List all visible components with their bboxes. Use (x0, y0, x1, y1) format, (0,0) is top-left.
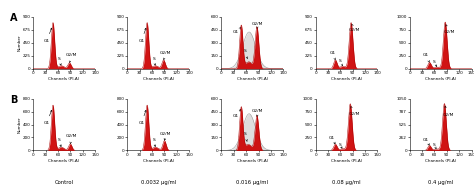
X-axis label: Channels (PI-A): Channels (PI-A) (331, 158, 362, 163)
Text: S: S (152, 58, 155, 65)
Text: G1: G1 (329, 136, 335, 144)
X-axis label: Channels (PI-A): Channels (PI-A) (237, 77, 268, 81)
Text: G1: G1 (423, 138, 429, 145)
Text: B: B (9, 95, 17, 105)
Text: S: S (57, 138, 61, 147)
Text: G1: G1 (423, 53, 429, 63)
Text: G2/M: G2/M (160, 51, 171, 60)
Text: S: S (338, 143, 342, 148)
X-axis label: Channels (PI-A): Channels (PI-A) (425, 77, 456, 81)
X-axis label: Channels (PI-A): Channels (PI-A) (48, 158, 80, 163)
Text: S: S (244, 49, 248, 59)
Text: G2/M: G2/M (443, 106, 454, 117)
X-axis label: Channels (PI-A): Channels (PI-A) (143, 77, 174, 81)
Text: G2/M: G2/M (348, 106, 360, 116)
Text: S: S (339, 59, 343, 66)
X-axis label: Channels (PI-A): Channels (PI-A) (425, 158, 456, 163)
Text: 0.016 μg/ml: 0.016 μg/ml (237, 180, 268, 185)
Text: Control: Control (55, 180, 73, 185)
Text: A: A (9, 13, 17, 23)
Text: 0.0032 μg/ml: 0.0032 μg/ml (141, 180, 176, 185)
Text: G1: G1 (330, 51, 336, 60)
Text: S: S (57, 58, 61, 65)
X-axis label: Channels (PI-A): Channels (PI-A) (237, 158, 268, 163)
Text: G1: G1 (43, 110, 52, 125)
Text: S: S (152, 138, 155, 147)
Text: G1: G1 (138, 110, 146, 125)
Text: G1: G1 (232, 109, 241, 118)
Text: G1: G1 (138, 28, 146, 43)
Text: G1: G1 (232, 28, 241, 34)
Text: G2/M: G2/M (160, 132, 172, 140)
Text: G2/M: G2/M (444, 25, 455, 34)
Text: G1: G1 (43, 28, 52, 43)
Text: G2/M: G2/M (66, 134, 77, 144)
Y-axis label: Number: Number (17, 116, 21, 133)
X-axis label: Channels (PI-A): Channels (PI-A) (143, 158, 174, 163)
Y-axis label: Number: Number (17, 34, 21, 51)
Text: G2/M: G2/M (252, 109, 264, 117)
X-axis label: Channels (PI-A): Channels (PI-A) (331, 77, 362, 81)
Text: 0.08 μg/ml: 0.08 μg/ml (332, 180, 361, 185)
Text: S: S (244, 132, 247, 142)
Text: G2/M: G2/M (349, 24, 361, 32)
Text: S: S (433, 61, 437, 67)
Text: S: S (433, 143, 436, 149)
Text: 0.4 μg/ml: 0.4 μg/ml (428, 180, 453, 185)
Text: G2/M: G2/M (65, 53, 77, 63)
X-axis label: Channels (PI-A): Channels (PI-A) (48, 77, 80, 81)
Text: G2/M: G2/M (252, 22, 264, 29)
